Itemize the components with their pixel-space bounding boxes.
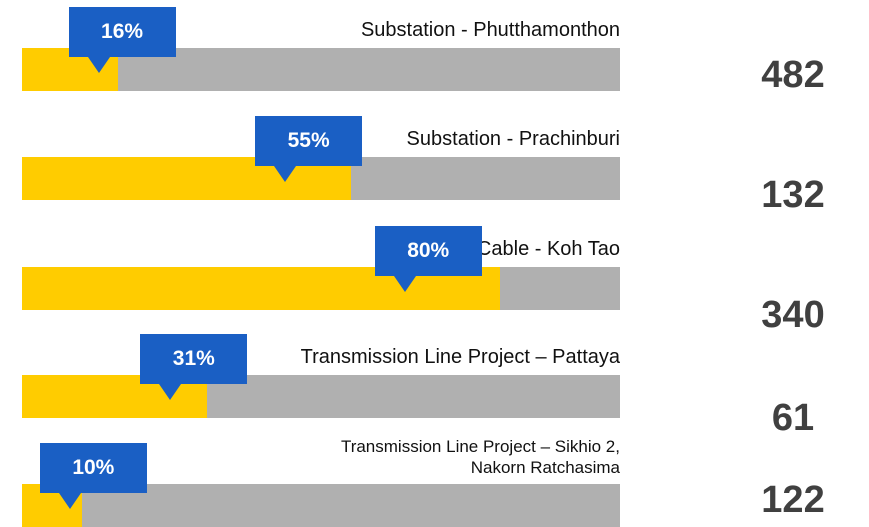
- total-count: 61: [771, 397, 815, 439]
- callout-tip: [159, 384, 182, 400]
- callout: 10%: [39, 443, 147, 493]
- total-count: 482: [761, 54, 825, 96]
- callout: 16%: [68, 7, 176, 57]
- project-label: Transmission Line Project – Sikhio 2, Na…: [340, 437, 620, 477]
- callout: 80%: [374, 226, 482, 276]
- callout-tip: [58, 493, 81, 509]
- project-label: Transmission Line Project – Pattaya: [300, 346, 620, 368]
- callout: 55%: [255, 116, 363, 166]
- callout-tip: [87, 57, 110, 73]
- project-label: Substation - Phutthamonthon: [360, 19, 620, 41]
- callout-tip: [274, 166, 297, 182]
- total-count: 122: [761, 479, 825, 521]
- project-label: Substation - Prachinburi: [406, 128, 620, 150]
- total-count: 132: [761, 174, 825, 216]
- total-count: 340: [761, 294, 825, 336]
- callout: 31%: [140, 334, 248, 384]
- callout-tip: [393, 276, 416, 292]
